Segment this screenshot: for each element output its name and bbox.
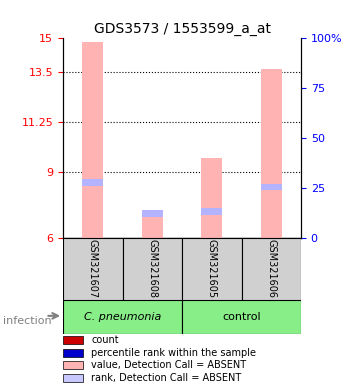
Text: C. pneumonia: C. pneumonia: [84, 312, 161, 322]
Bar: [261, 70, 282, 238]
Bar: [63, 361, 83, 369]
Text: GSM321608: GSM321608: [147, 239, 157, 298]
FancyBboxPatch shape: [63, 300, 182, 334]
FancyBboxPatch shape: [182, 238, 241, 300]
FancyBboxPatch shape: [122, 238, 182, 300]
Text: rank, Detection Call = ABSENT: rank, Detection Call = ABSENT: [91, 373, 241, 383]
Bar: [201, 158, 222, 238]
Bar: [82, 42, 103, 238]
Text: GSM321606: GSM321606: [266, 239, 276, 298]
Text: GSM321607: GSM321607: [88, 239, 98, 298]
Title: GDS3573 / 1553599_a_at: GDS3573 / 1553599_a_at: [93, 22, 271, 36]
Bar: [142, 212, 163, 238]
Bar: [142, 210, 163, 217]
Text: percentile rank within the sample: percentile rank within the sample: [91, 348, 256, 358]
Bar: [82, 179, 103, 186]
Text: count: count: [91, 335, 119, 345]
Bar: [261, 184, 282, 190]
Text: control: control: [222, 312, 261, 322]
Text: GSM321605: GSM321605: [207, 239, 217, 298]
Bar: [201, 208, 222, 215]
Text: value, Detection Call = ABSENT: value, Detection Call = ABSENT: [91, 360, 246, 370]
Bar: [63, 374, 83, 382]
FancyBboxPatch shape: [241, 238, 301, 300]
Bar: [63, 349, 83, 357]
Text: infection: infection: [4, 316, 52, 326]
Bar: [63, 336, 83, 344]
FancyBboxPatch shape: [182, 300, 301, 334]
FancyBboxPatch shape: [63, 238, 122, 300]
